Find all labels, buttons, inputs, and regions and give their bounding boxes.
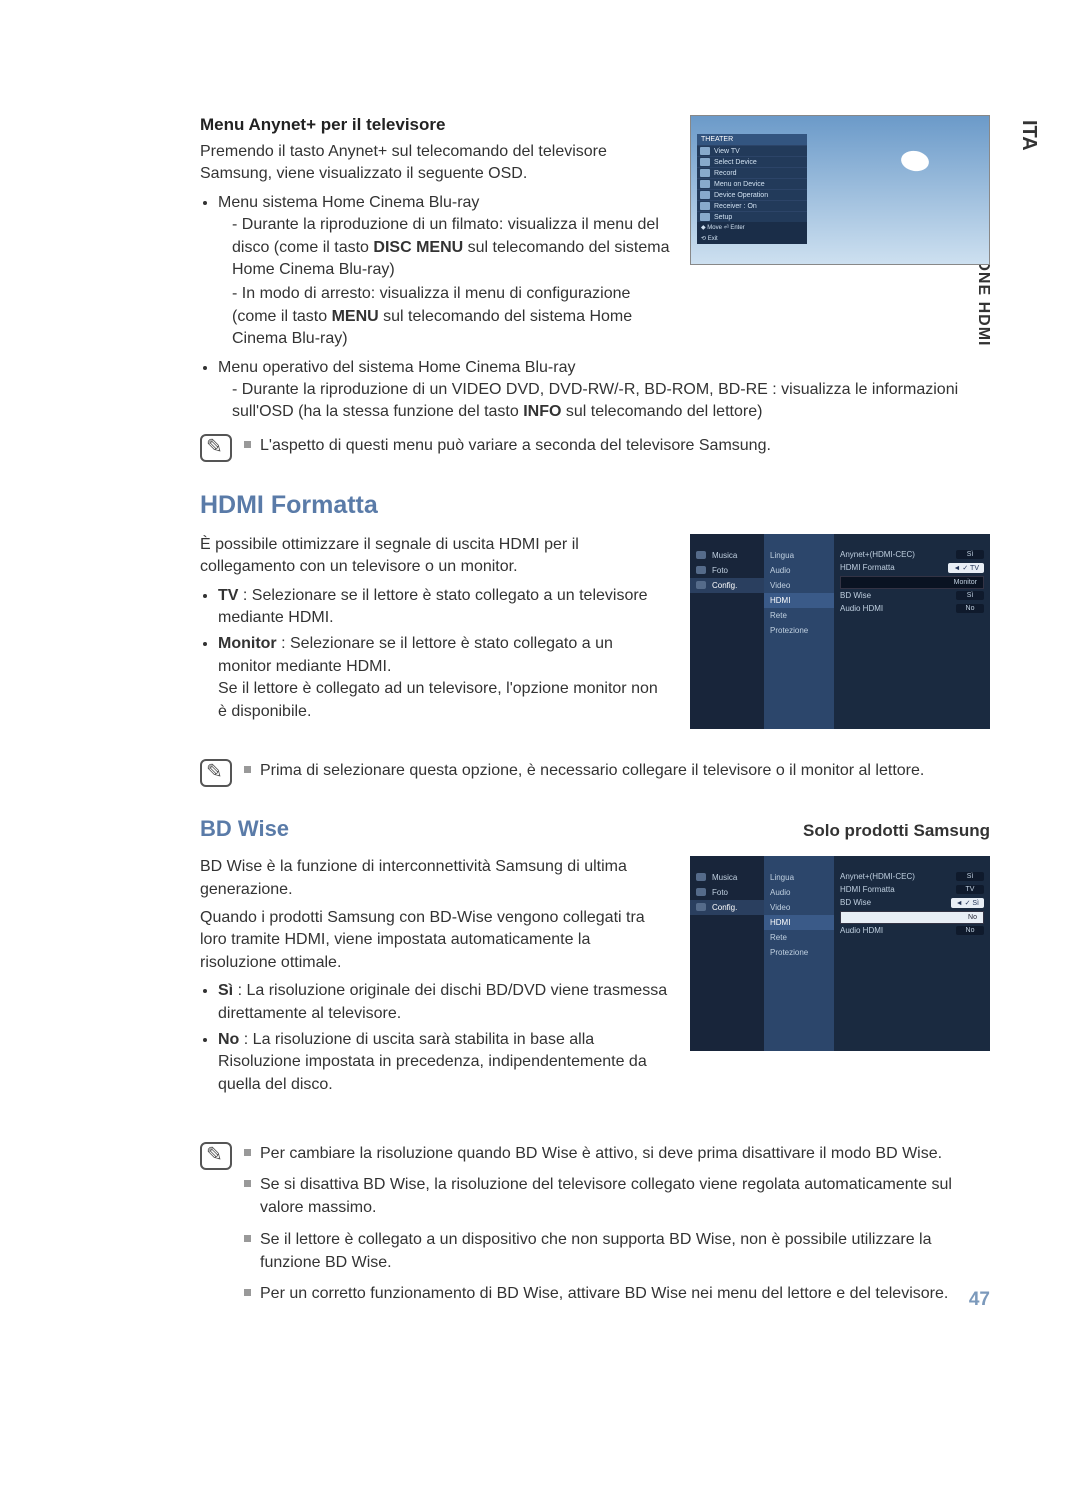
anynet-b1-s1: Durante la riproduzione di un filmato: v… — [232, 214, 670, 281]
note-icon — [200, 759, 232, 787]
side-lang: ITA — [1018, 120, 1040, 151]
anynet-note: L'aspetto di questi menu può variare a s… — [244, 434, 771, 457]
hdmi-formatta-head: HDMI Formatta — [200, 491, 990, 520]
theater-header: THEATER — [697, 134, 807, 145]
bdwise-n3: Se il lettore è collegato a un dispositi… — [244, 1228, 990, 1274]
bdwise-screenshot: Musica Foto Config. Lingua Audio Video H… — [690, 856, 990, 1051]
anynet-subtitle: Menu Anynet+ per il televisore — [200, 115, 670, 135]
hdmi-formatta-screenshot: Musica Foto Config. Lingua Audio Video H… — [690, 534, 990, 729]
note-icon — [200, 1142, 232, 1170]
hdmifmt-monitor: Monitor : Selezionare se il lettore è st… — [218, 633, 670, 723]
anynet-b1: Menu sistema Home Cinema Blu-ray Durante… — [218, 192, 670, 351]
theater-panel: THEATER View TV Select Device Record Men… — [697, 134, 807, 244]
bird-shape — [899, 149, 930, 174]
bdwise-righttxt: Solo prodotti Samsung — [803, 821, 990, 841]
hdmifmt-tv: TV : Selezionare se il lettore è stato c… — [218, 585, 670, 630]
anynet-b2-s1: Durante la riproduzione di un VIDEO DVD,… — [232, 379, 990, 424]
anynet-b2: Menu operativo del sistema Home Cinema B… — [218, 357, 990, 424]
bdwise-si: Sì : La risoluzione originale dei dischi… — [218, 980, 670, 1025]
hdmifmt-note: Prima di selezionare questa opzione, è n… — [244, 759, 924, 782]
anynet-b1-s2: In modo di arresto: visualizza il menu d… — [232, 283, 670, 350]
bdwise-n4: Per un corretto funzionamento di BD Wise… — [244, 1282, 990, 1305]
bdwise-n1: Per cambiare la risoluzione quando BD Wi… — [244, 1142, 990, 1165]
bdwise-head: BD Wise — [200, 816, 289, 842]
anynet-intro: Premendo il tasto Anynet+ sul telecomand… — [200, 141, 670, 186]
bdwise-n2: Se si disattiva BD Wise, la risoluzione … — [244, 1173, 990, 1219]
hdmifmt-intro: È possibile ottimizzare il segnale di us… — [200, 534, 670, 579]
bdwise-no: No : La risoluzione di uscita sarà stabi… — [218, 1029, 670, 1096]
bdwise-p2: Quando i prodotti Samsung con BD-Wise ve… — [200, 907, 670, 974]
tv-screenshot: THEATER View TV Select Device Record Men… — [690, 115, 990, 265]
bdwise-p1: BD Wise è la funzione di interconnettivi… — [200, 856, 670, 901]
page-number: 47 — [969, 1289, 990, 1311]
note-icon — [200, 434, 232, 462]
